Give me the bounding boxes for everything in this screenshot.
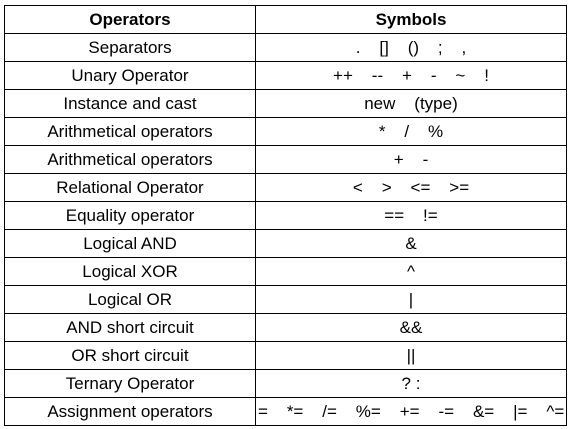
operator-cell: Instance and cast [4,89,256,118]
operator-cell: Assignment operators [4,397,256,426]
table-row: Assignment operators = *= /= %= += -= &=… [4,397,567,426]
operators-table: Operators Symbols Separators . [] () ; ,… [4,5,567,426]
symbols-cell: + - [255,145,567,174]
symbols-cell: | [255,285,567,314]
table-row: Relational Operator < > <= >= [4,173,567,202]
operator-cell: Logical XOR [4,257,256,286]
table-row: Ternary Operator ? : [4,369,567,398]
operator-cell: Unary Operator [4,61,256,90]
symbols-cell: && [255,313,567,342]
symbols-cell: ? : [255,369,567,398]
symbols-cell: * / % [255,117,567,146]
operator-cell: Equality operator [4,201,256,230]
table-row: Separators . [] () ; , [4,33,567,62]
symbols-cell: ^ [255,257,567,286]
table-header-row: Operators Symbols [4,5,567,34]
table-row: Instance and cast new (type) [4,89,567,118]
symbols-cell: . [] () ; , [255,33,567,62]
operator-cell: Logical AND [4,229,256,258]
operator-cell: Arithmetical operators [4,145,256,174]
header-operators: Operators [4,5,256,34]
operator-cell: AND short circuit [4,313,256,342]
operators-table-container: Operators Symbols Separators . [] () ; ,… [4,5,567,426]
table-row: OR short circuit || [4,341,567,370]
symbols-cell: & [255,229,567,258]
table-row: Logical XOR ^ [4,257,567,286]
operator-cell: Logical OR [4,285,256,314]
table-row: Arithmetical operators + - [4,145,567,174]
symbols-cell: == != [255,201,567,230]
symbols-cell: new (type) [255,89,567,118]
operator-cell: Ternary Operator [4,369,256,398]
operator-cell: Relational Operator [4,173,256,202]
operator-cell: OR short circuit [4,341,256,370]
table-row: Logical AND & [4,229,567,258]
table-row: Equality operator == != [4,201,567,230]
table-row: AND short circuit && [4,313,567,342]
symbols-cell: ++ -- + - ~ ! [255,61,567,90]
symbols-cell: = *= /= %= += -= &= |= ^= [255,397,567,426]
symbols-cell: < > <= >= [255,173,567,202]
symbols-cell: || [255,341,567,370]
table-row: Logical OR | [4,285,567,314]
operator-cell: Arithmetical operators [4,117,256,146]
table-row: Unary Operator ++ -- + - ~ ! [4,61,567,90]
header-symbols: Symbols [255,5,567,34]
operator-cell: Separators [4,33,256,62]
table-row: Arithmetical operators * / % [4,117,567,146]
